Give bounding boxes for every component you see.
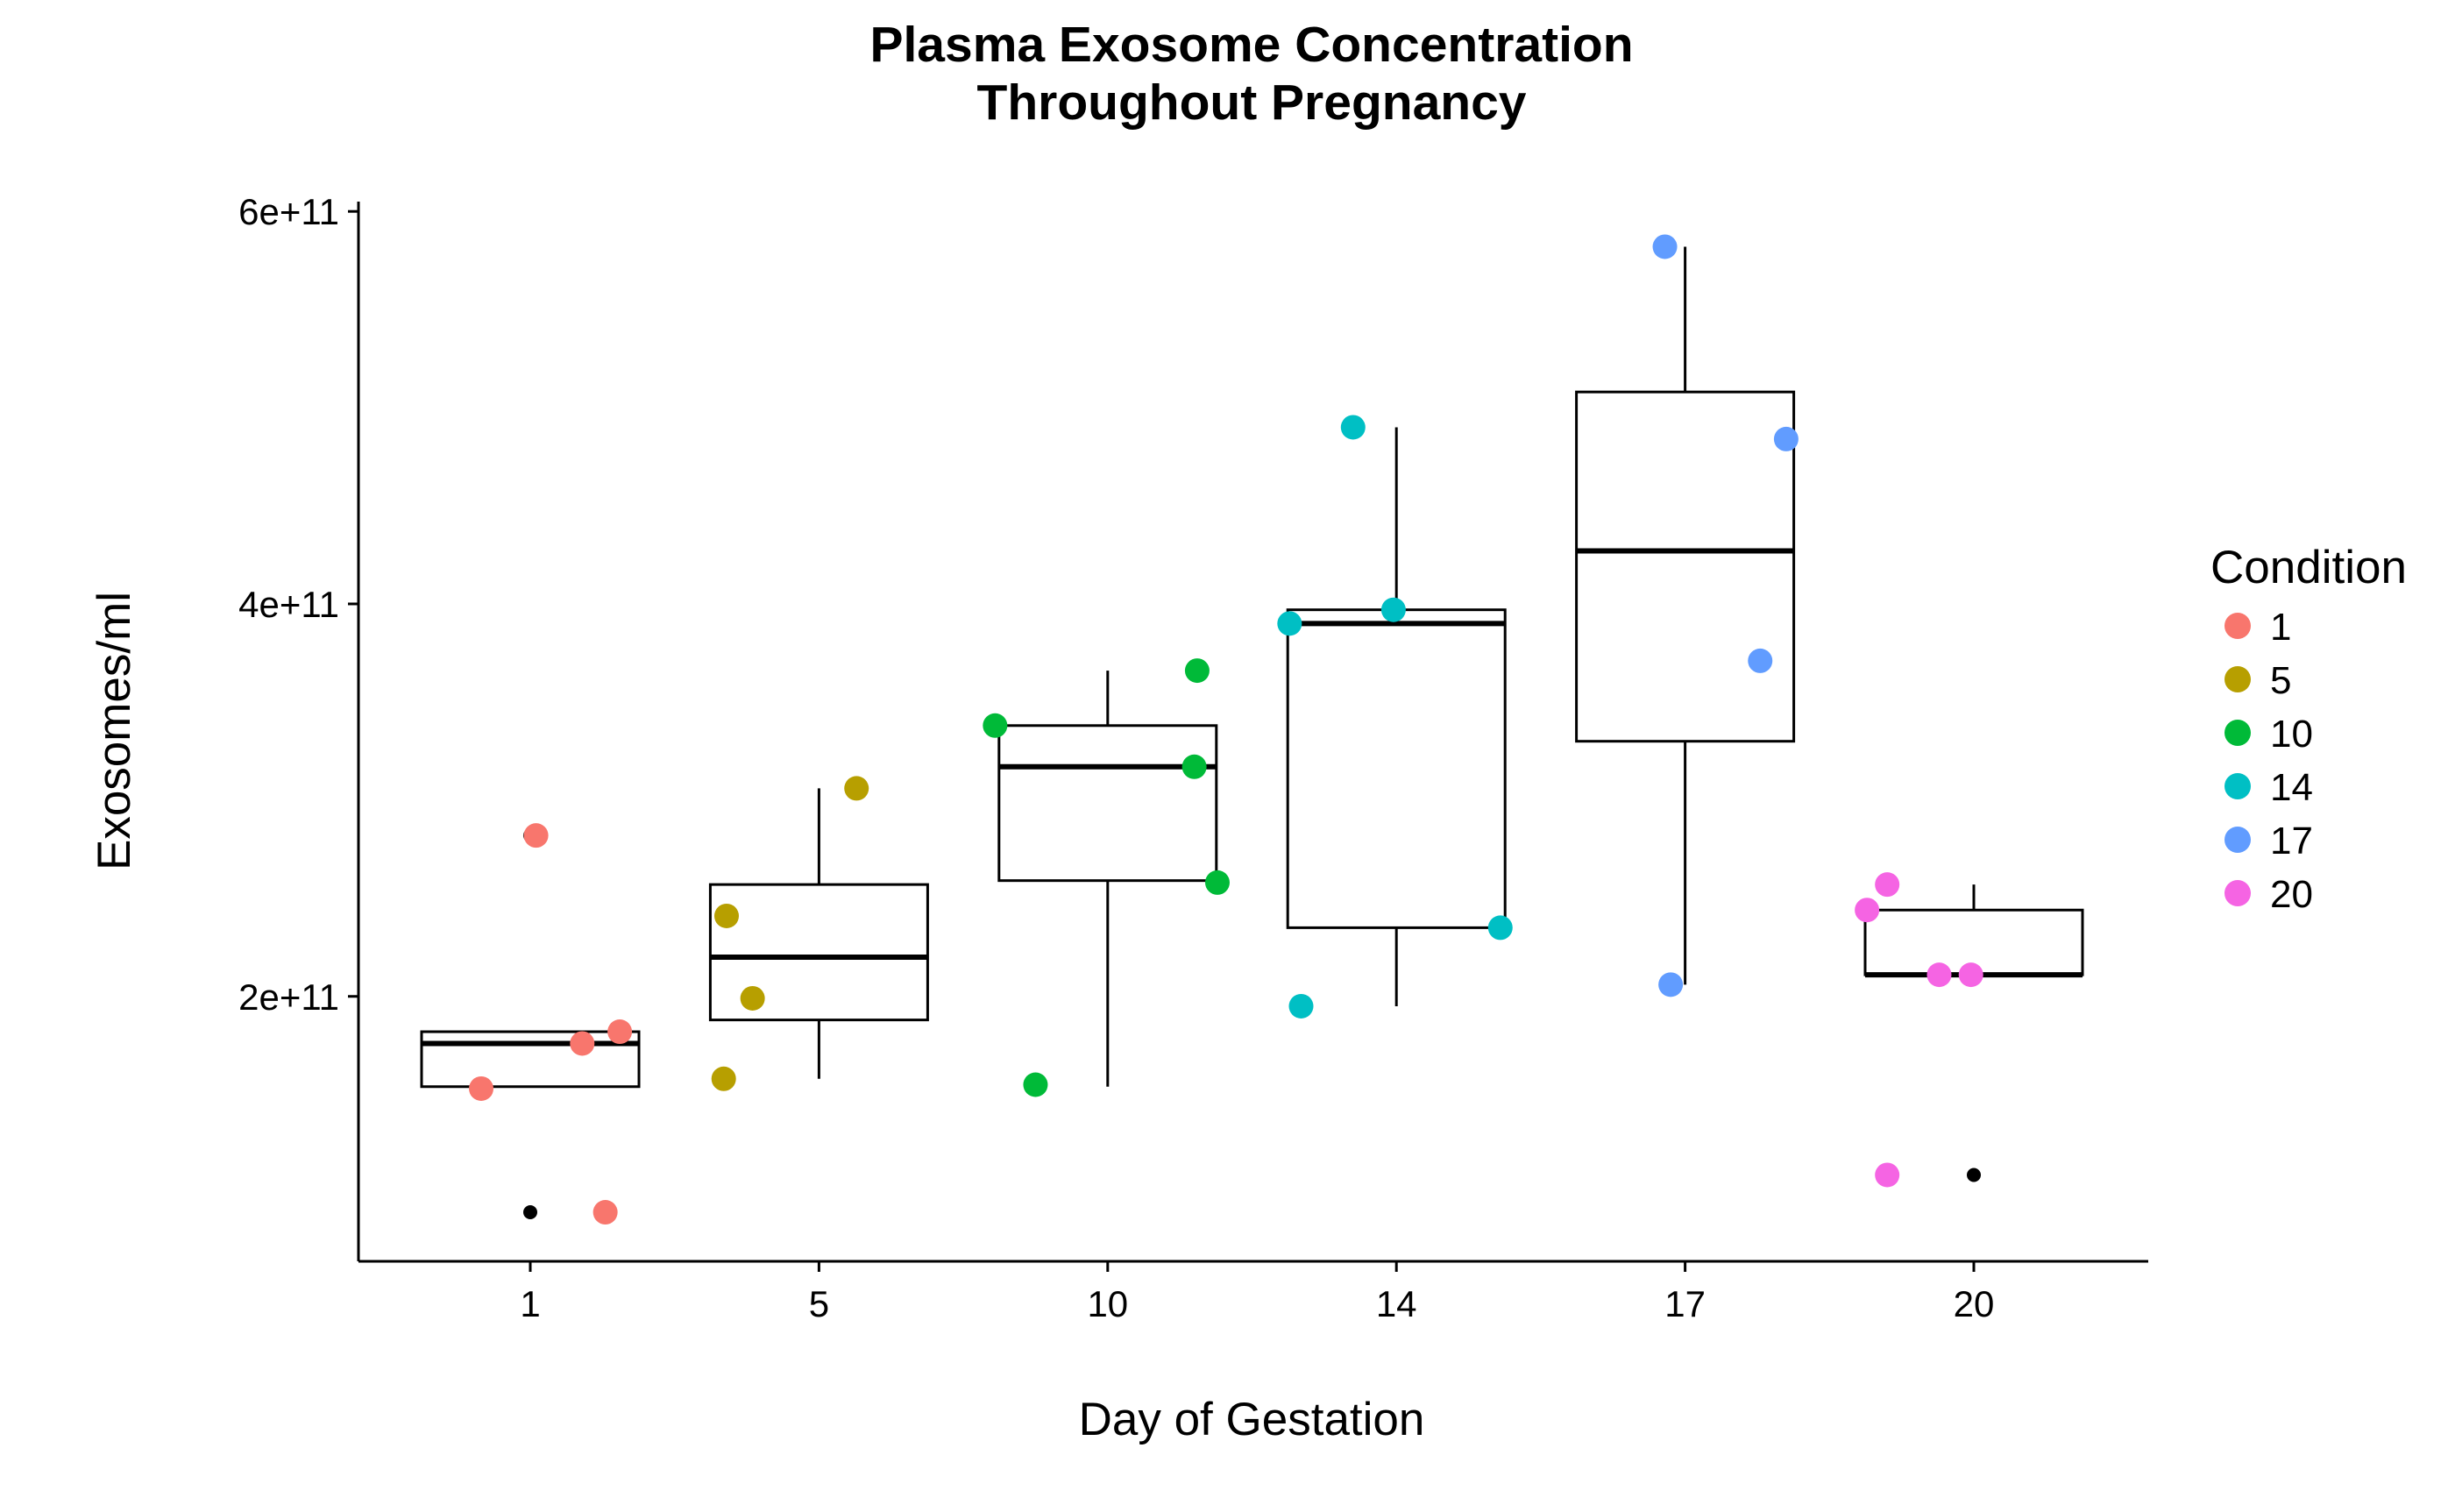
chart-title-line-2: Throughout Pregnancy [977,75,1527,131]
legend-key-14 [2224,773,2251,799]
legend-label-17: 17 [2270,820,2313,862]
data-point-day-14 [1340,415,1366,440]
box-iqr [708,883,929,1022]
plot-area [420,234,2084,1225]
y-axis-title: Exosomes/ml [89,592,140,870]
box-iqr [1575,390,1796,743]
legend-key-17 [2224,827,2251,853]
box-iqr [1286,608,1507,929]
box-group-day-5 [708,788,929,1079]
legend-title: Condition [2210,542,2407,593]
legend-key-20 [2224,880,2251,906]
data-point-day-14 [1380,597,1406,622]
data-point-day-17 [1658,972,1684,997]
box-group-day-17 [1575,246,1796,985]
y-axis-ticks: 6e+11 4e+11 2e+11 [238,191,358,1018]
data-point-day-1 [592,1200,618,1225]
legend-key-1 [2224,613,2251,639]
data-point-day-20 [1875,1162,1900,1188]
outlier-point [1967,1168,1981,1182]
data-point-day-17 [1773,426,1799,451]
x-tick-label: 17 [1664,1283,1706,1324]
x-tick-label: 1 [520,1283,540,1324]
data-point-day-17 [1748,648,1773,673]
x-tick-label: 14 [1376,1283,1417,1324]
data-point-day-1 [469,1075,494,1101]
data-point-day-17 [1652,234,1678,259]
legend-label-14: 14 [2270,766,2313,809]
y-tick-label: 4e+11 [238,584,339,625]
data-point-day-20 [1875,872,1900,898]
data-point-day-20 [1855,898,1880,923]
data-point-day-10 [1023,1072,1048,1097]
data-point-day-5 [740,985,765,1011]
x-tick-label: 10 [1087,1283,1128,1324]
box-group-day-14 [1286,427,1507,1006]
x-tick-label: 5 [809,1283,829,1324]
data-point-day-10 [1184,658,1210,684]
legend-key-10 [2224,720,2251,746]
data-point-day-10 [983,713,1008,738]
data-point-day-20 [1926,962,1952,988]
y-tick-label: 2e+11 [238,976,339,1018]
legend-label-20: 20 [2270,873,2313,916]
data-point-day-10 [1204,870,1230,895]
data-point-day-10 [1181,754,1207,779]
data-point-day-5 [711,1066,736,1091]
box-iqr [997,724,1218,883]
legend-label-5: 5 [2270,659,2291,702]
x-axis-title: Day of Gestation [1079,1394,1425,1445]
x-tick-label: 20 [1954,1283,1995,1324]
data-point-day-14 [1487,915,1513,941]
box-group-day-1 [420,828,641,1220]
legend-key-5 [2224,666,2251,692]
x-axis-ticks: 1 5 10 14 17 20 [520,1261,1994,1324]
legend-label-10: 10 [2270,713,2313,756]
box-group-day-10 [997,671,1218,1087]
data-point-day-5 [713,903,739,928]
data-point-day-1 [523,823,549,848]
data-point-day-14 [1277,611,1302,636]
data-point-day-1 [570,1031,595,1056]
legend-label-1: 1 [2270,606,2291,649]
y-tick-label: 6e+11 [238,191,339,232]
box-group-day-20 [1863,884,2084,1182]
data-point-day-20 [1958,962,1983,988]
data-point-day-1 [607,1019,633,1045]
chart-title-line-1: Plasma Exosome Concentration [869,17,1633,73]
legend: Condition 1 5 10 14 17 20 [2210,542,2407,916]
outlier-point [523,1205,537,1220]
data-point-day-5 [844,776,869,801]
data-point-day-14 [1288,993,1314,1019]
box-iqr [420,1030,641,1089]
